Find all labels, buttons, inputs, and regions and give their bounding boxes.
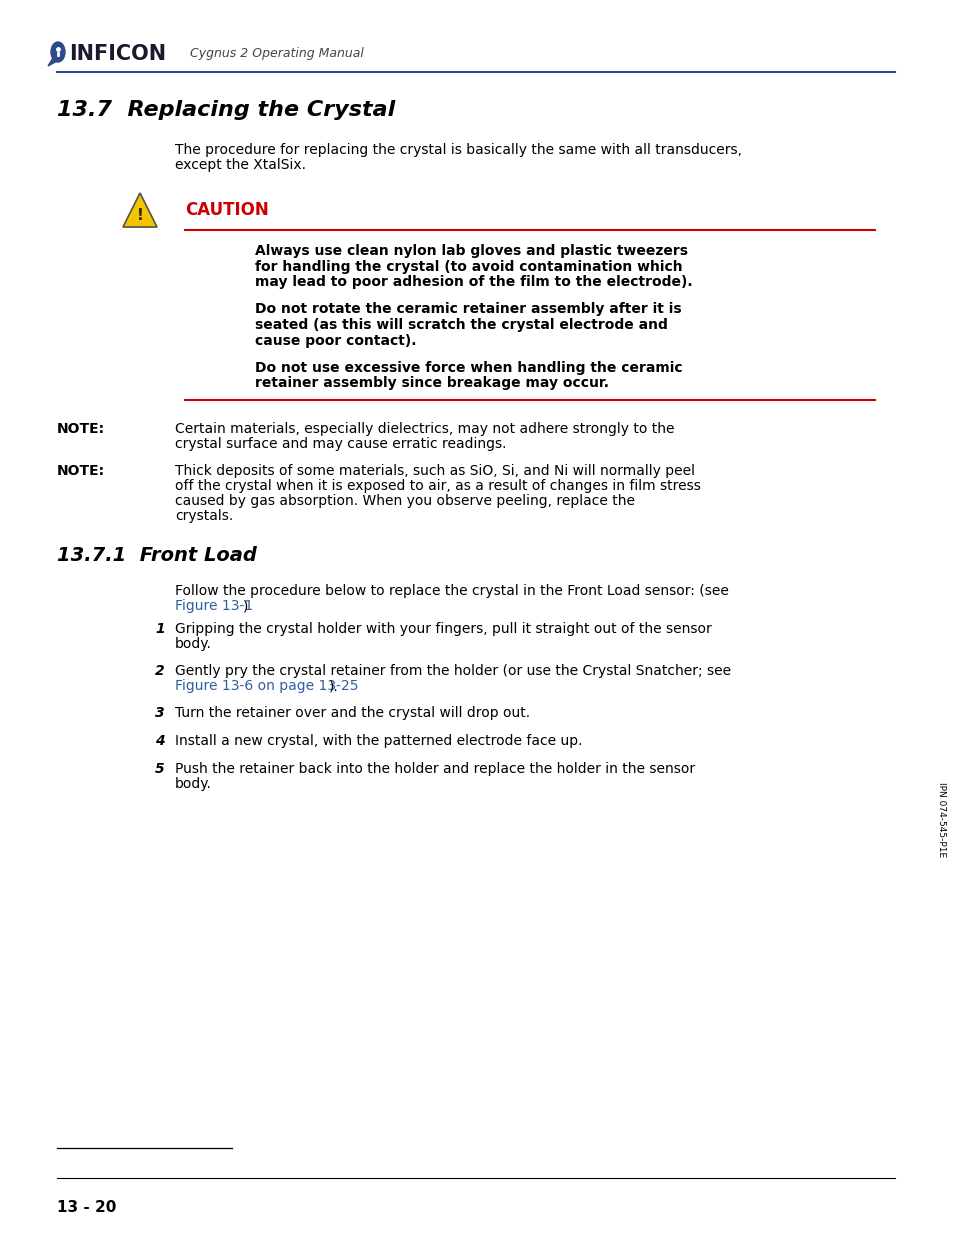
Text: Do not rotate the ceramic retainer assembly after it is: Do not rotate the ceramic retainer assem… (254, 303, 680, 316)
Text: ): ) (242, 599, 248, 613)
Text: 2: 2 (154, 664, 165, 678)
Text: Gently pry the crystal retainer from the holder (or use the Crystal Snatcher; se: Gently pry the crystal retainer from the… (174, 664, 730, 678)
Text: except the XtalSix.: except the XtalSix. (174, 158, 306, 172)
Text: body.: body. (174, 637, 212, 651)
Text: off the crystal when it is exposed to air, as a result of changes in film stress: off the crystal when it is exposed to ai… (174, 479, 700, 493)
Text: may lead to poor adhesion of the film to the electrode).: may lead to poor adhesion of the film to… (254, 275, 692, 289)
Text: cause poor contact).: cause poor contact). (254, 333, 416, 347)
Text: NOTE:: NOTE: (57, 422, 105, 436)
Text: NOTE:: NOTE: (57, 464, 105, 478)
Text: Gripping the crystal holder with your fingers, pull it straight out of the senso: Gripping the crystal holder with your fi… (174, 622, 711, 636)
Text: Always use clean nylon lab gloves and plastic tweezers: Always use clean nylon lab gloves and pl… (254, 245, 687, 258)
Text: Push the retainer back into the holder and replace the holder in the sensor: Push the retainer back into the holder a… (174, 762, 695, 776)
Text: crystals.: crystals. (174, 509, 233, 522)
Text: 3: 3 (154, 706, 165, 720)
Text: seated (as this will scratch the crystal electrode and: seated (as this will scratch the crystal… (254, 317, 667, 332)
Text: CAUTION: CAUTION (185, 201, 269, 219)
Text: body.: body. (174, 777, 212, 790)
Polygon shape (123, 193, 157, 227)
Text: Certain materials, especially dielectrics, may not adhere strongly to the: Certain materials, especially dielectric… (174, 422, 674, 436)
Text: 13 - 20: 13 - 20 (57, 1200, 116, 1215)
Text: Do not use excessive force when handling the ceramic: Do not use excessive force when handling… (254, 361, 682, 375)
Text: 4: 4 (154, 734, 165, 748)
Text: 5: 5 (154, 762, 165, 776)
Text: for handling the crystal (to avoid contamination which: for handling the crystal (to avoid conta… (254, 259, 682, 273)
Text: Figure 13-1: Figure 13-1 (174, 599, 253, 613)
Text: Install a new crystal, with the patterned electrode face up.: Install a new crystal, with the patterne… (174, 734, 582, 748)
Text: Follow the procedure below to replace the crystal in the Front Load sensor: (see: Follow the procedure below to replace th… (174, 584, 728, 598)
Polygon shape (48, 58, 59, 65)
Text: retainer assembly since breakage may occur.: retainer assembly since breakage may occ… (254, 377, 608, 390)
Text: 13.7.1  Front Load: 13.7.1 Front Load (57, 546, 256, 564)
Text: !: ! (136, 209, 143, 224)
Text: Figure 13-6 on page 13-25: Figure 13-6 on page 13-25 (174, 679, 358, 693)
Text: 13.7  Replacing the Crystal: 13.7 Replacing the Crystal (57, 100, 395, 120)
Ellipse shape (51, 42, 65, 62)
Text: IPN 074-545-P1E: IPN 074-545-P1E (937, 783, 945, 857)
Text: 1: 1 (154, 622, 165, 636)
Text: Cygnus 2 Operating Manual: Cygnus 2 Operating Manual (190, 47, 363, 61)
Text: crystal surface and may cause erratic readings.: crystal surface and may cause erratic re… (174, 437, 506, 451)
Text: caused by gas absorption. When you observe peeling, replace the: caused by gas absorption. When you obser… (174, 494, 635, 508)
Text: The procedure for replacing the crystal is basically the same with all transduce: The procedure for replacing the crystal … (174, 143, 741, 157)
Text: INFICON: INFICON (69, 44, 166, 64)
Text: Turn the retainer over and the crystal will drop out.: Turn the retainer over and the crystal w… (174, 706, 530, 720)
Text: Thick deposits of some materials, such as SiO, Si, and Ni will normally peel: Thick deposits of some materials, such a… (174, 464, 695, 478)
Text: ).: ). (329, 679, 338, 693)
